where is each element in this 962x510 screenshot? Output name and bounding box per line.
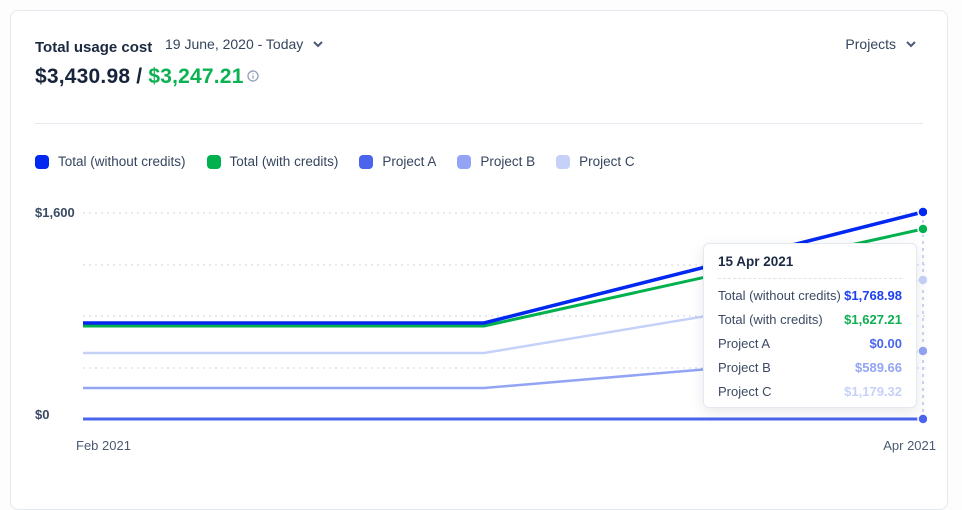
data-point-dot-project-c[interactable]: [917, 274, 927, 286]
legend-label: Project B: [480, 154, 536, 169]
date-range-label: 19 June, 2020 - Today: [165, 36, 304, 52]
legend-label: Total (without credits): [58, 154, 186, 169]
data-point-dot-project-a[interactable]: [917, 413, 927, 425]
legend-swatch: [457, 154, 472, 169]
tooltip-row: Project B $589.66: [718, 360, 902, 375]
data-point-dot-project-b[interactable]: [917, 345, 927, 357]
data-point-dot-total-without-credits[interactable]: [917, 206, 927, 218]
chart-tooltip: 15 Apr 2021 Total (without credits) $1,7…: [703, 243, 917, 408]
x-axis-tick-apr: Apr 2021: [883, 438, 936, 453]
total-without-credits-amount: $3,430.98: [35, 65, 131, 88]
legend-label: Project C: [579, 154, 635, 169]
y-axis-tick-1600: $1,600: [35, 205, 75, 220]
tooltip-row: Project C $1,179.32: [718, 384, 902, 399]
tooltip-label: Project B: [718, 360, 771, 375]
legend-label: Total (with credits): [229, 154, 339, 169]
legend-label: Project A: [382, 154, 437, 169]
x-axis-tick-feb: Feb 2021: [76, 438, 131, 453]
info-icon[interactable]: [246, 64, 259, 88]
tooltip-value: $1,768.98: [844, 288, 902, 303]
tooltip-date: 15 Apr 2021: [718, 254, 902, 279]
tooltip-value: $0.00: [869, 336, 902, 351]
amount-separator: /: [130, 65, 149, 88]
legend-item-total-with-credits[interactable]: Total (with credits): [206, 154, 339, 169]
total-with-credits-amount: $3,247.21: [148, 65, 244, 88]
y-axis-tick-0: $0: [35, 407, 50, 422]
tooltip-row: Total (without credits) $1,768.98: [718, 288, 902, 303]
tooltip-label: Total (without credits): [718, 288, 841, 303]
legend-item-total-without-credits[interactable]: Total (without credits): [35, 154, 186, 169]
header-divider: [35, 123, 923, 124]
usage-cost-card: Total usage cost 19 June, 2020 - Today P…: [10, 10, 948, 510]
projects-dropdown-label: Projects: [845, 36, 896, 52]
tooltip-label: Project A: [718, 336, 771, 351]
tooltip-value: $1,627.21: [844, 312, 902, 327]
legend-item-project-b[interactable]: Project B: [457, 154, 535, 169]
data-point-dot-total-with-credits[interactable]: [917, 223, 927, 235]
legend-item-project-a[interactable]: Project A: [359, 154, 436, 169]
legend-swatch: [35, 154, 49, 169]
legend-swatch: [359, 154, 374, 169]
legend-item-project-c[interactable]: Project C: [556, 154, 635, 169]
tooltip-value: $1,179.32: [844, 384, 902, 399]
chevron-down-icon: [313, 41, 324, 48]
chart-legend: Total (without credits) Total (with cred…: [35, 154, 635, 169]
total-cost-summary: $3,430.98 / $3,247.21: [35, 65, 259, 89]
tooltip-label: Project C: [718, 384, 772, 399]
page-title: Total usage cost: [35, 39, 153, 56]
tooltip-value: $589.66: [855, 360, 902, 375]
legend-swatch: [556, 154, 571, 169]
date-range-selector[interactable]: 19 June, 2020 - Today: [165, 36, 324, 52]
legend-swatch: [206, 154, 221, 169]
tooltip-label: Total (with credits): [718, 312, 823, 327]
tooltip-row: Total (with credits) $1,627.21: [718, 312, 902, 327]
tooltip-row: Project A $0.00: [718, 336, 902, 351]
usage-line-chart[interactable]: $1,600 $0 Feb 2021 Apr 2021: [35, 196, 936, 456]
chevron-down-icon: [906, 41, 916, 48]
projects-dropdown[interactable]: Projects: [845, 36, 917, 52]
